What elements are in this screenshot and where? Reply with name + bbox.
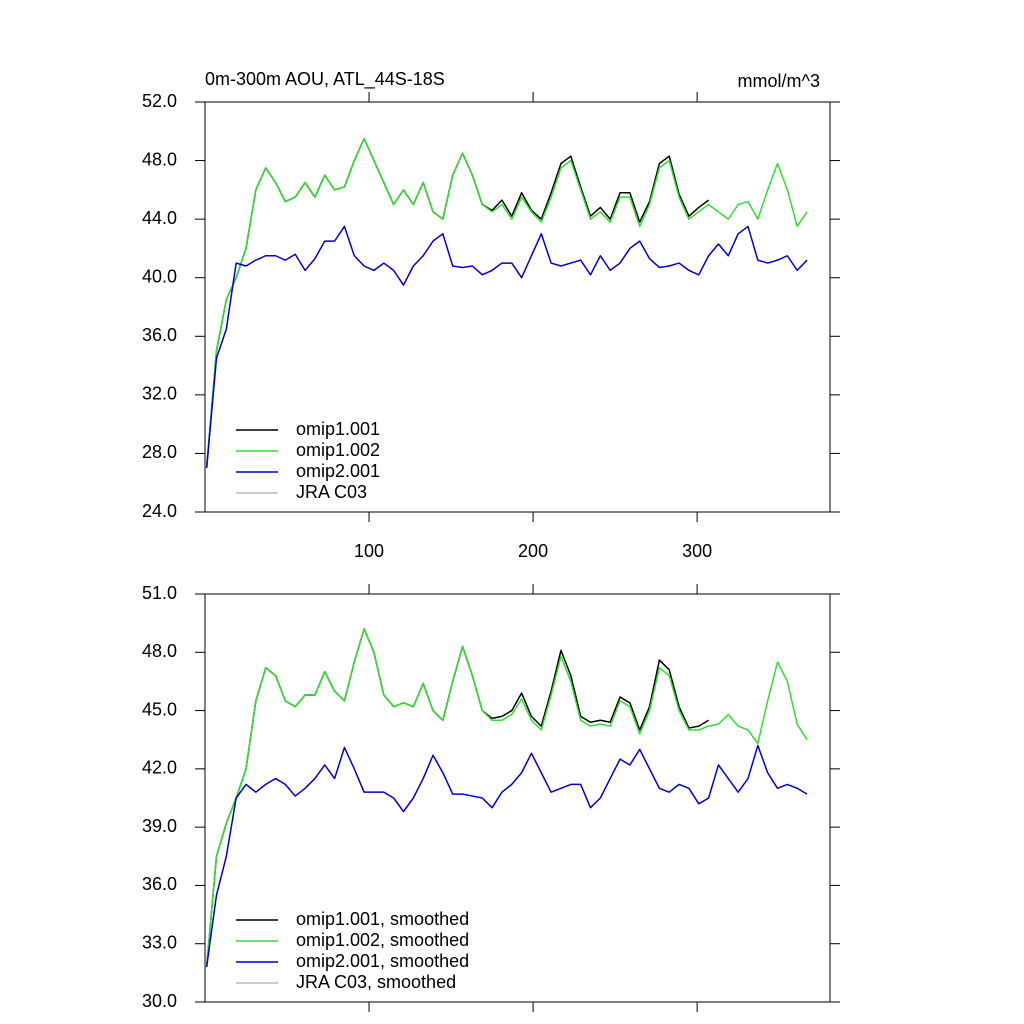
legend-label: omip1.002, smoothed (296, 930, 469, 950)
y-tick-label: 30.0 (142, 991, 177, 1011)
legend-label: omip1.001 (296, 419, 380, 439)
legend-label: omip1.001, smoothed (296, 909, 469, 929)
legend-label: omip1.002 (296, 440, 380, 460)
y-tick-label: 45.0 (142, 699, 177, 719)
y-tick-label: 36.0 (142, 874, 177, 894)
legend-label: omip2.001, smoothed (296, 951, 469, 971)
x-tick-label: 300 (682, 541, 712, 561)
series-line (205, 628, 808, 968)
series-line (205, 744, 808, 968)
legend-label: JRA C03 (296, 482, 367, 502)
y-tick-label: 36.0 (142, 325, 177, 345)
y-tick-label: 39.0 (142, 816, 177, 836)
y-tick-label: 52.0 (142, 91, 177, 111)
y-tick-label: 32.0 (142, 384, 177, 404)
x-tick-label: 100 (354, 541, 384, 561)
y-tick-label: 40.0 (142, 266, 177, 286)
x-tick-label: 200 (518, 541, 548, 561)
y-tick-label: 42.0 (142, 758, 177, 778)
y-tick-label: 33.0 (142, 932, 177, 952)
series-line (205, 225, 808, 469)
legend-label: omip2.001 (296, 461, 380, 481)
units-label: mmol/m^3 (738, 71, 820, 91)
y-tick-label: 48.0 (142, 641, 177, 661)
y-tick-label: 44.0 (142, 208, 177, 228)
y-tick-label: 48.0 (142, 149, 177, 169)
plot-frame (204, 101, 831, 513)
y-tick-label: 24.0 (142, 501, 177, 521)
y-tick-label: 51.0 (142, 583, 177, 603)
plot-frame (204, 593, 831, 1003)
series-line (205, 137, 710, 469)
legend-label: JRA C03, smoothed (296, 972, 456, 992)
chart-title: 0m-300m AOU, ATL_44S-18S (205, 69, 445, 90)
series-line (205, 137, 808, 469)
y-tick-label: 28.0 (142, 442, 177, 462)
